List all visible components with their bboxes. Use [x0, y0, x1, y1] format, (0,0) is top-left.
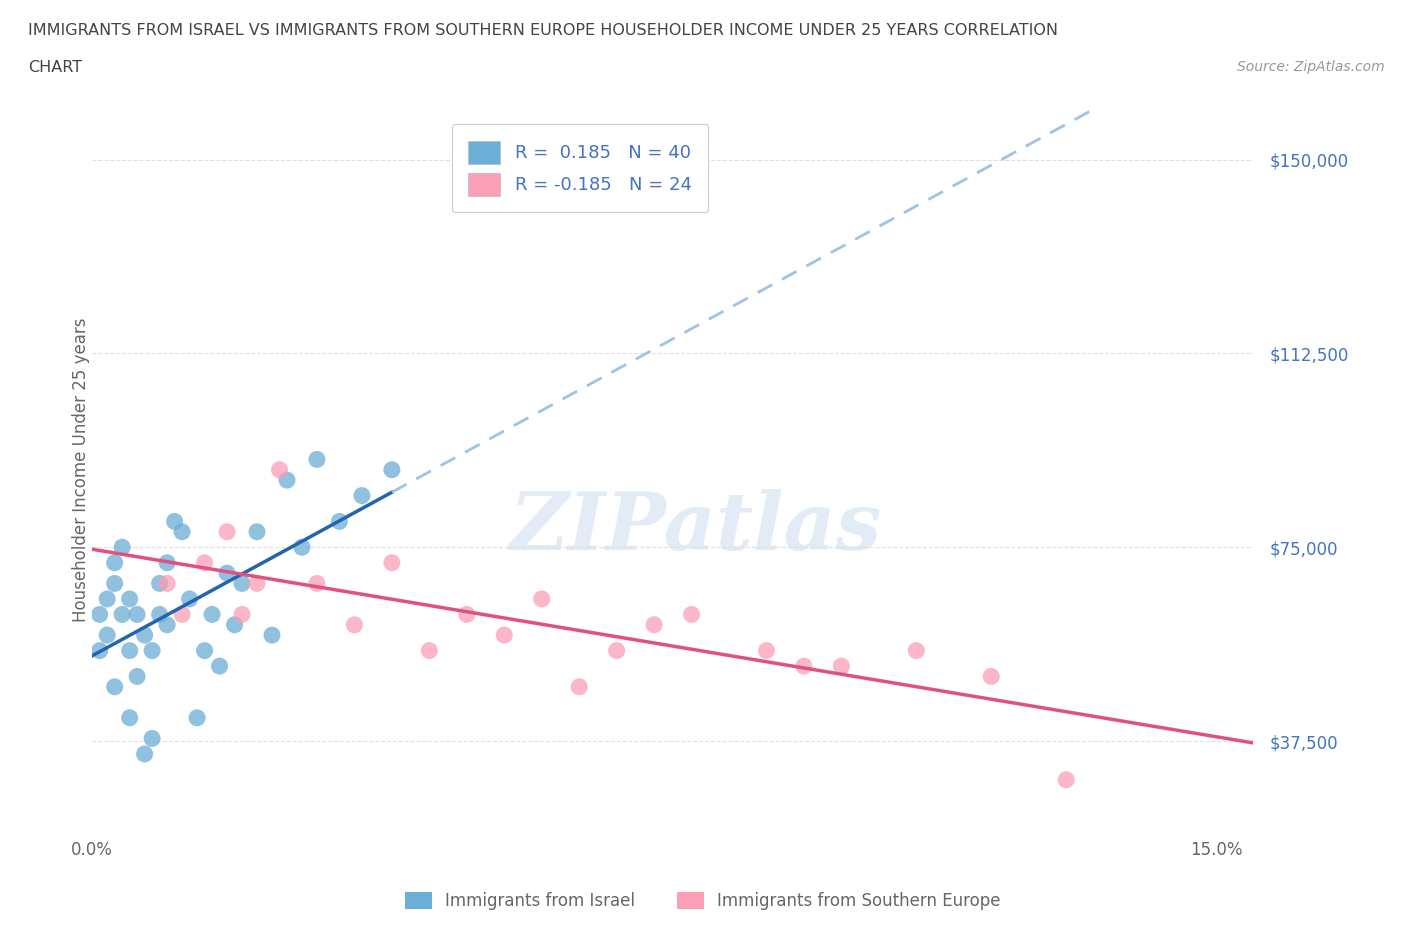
Point [606, 644, 628, 658]
Point [905, 644, 928, 658]
Point [172, 607, 194, 622]
Point [208, 658, 231, 673]
Point [305, 452, 328, 467]
Point [179, 591, 201, 606]
Point [127, 607, 149, 622]
Legend: R =  0.185   N = 40, R = -0.185   N = 24: R = 0.185 N = 40, R = -0.185 N = 24 [451, 125, 709, 212]
Point [127, 669, 149, 684]
Point [141, 731, 163, 746]
Point [343, 618, 366, 632]
Text: ZIPatlas: ZIPatlas [510, 489, 882, 566]
Point [215, 525, 238, 539]
Text: CHART: CHART [28, 60, 82, 75]
Point [276, 472, 298, 487]
Point [456, 607, 478, 622]
Point [156, 576, 179, 591]
Point [156, 618, 179, 632]
Point [530, 591, 553, 606]
Point [350, 488, 373, 503]
Point [141, 644, 163, 658]
Point [104, 576, 127, 591]
Point [1054, 772, 1077, 787]
Point [793, 658, 815, 673]
Point [328, 514, 350, 529]
Point [269, 462, 291, 477]
Point [755, 644, 778, 658]
Point [260, 628, 283, 643]
Point [96, 628, 118, 643]
Point [291, 539, 314, 554]
Point [381, 462, 404, 477]
Y-axis label: Householder Income Under 25 years: Householder Income Under 25 years [72, 317, 90, 622]
Point [305, 576, 328, 591]
Point [980, 669, 1002, 684]
Point [89, 607, 111, 622]
Point [830, 658, 852, 673]
Point [156, 555, 179, 570]
Point [193, 644, 215, 658]
Point [186, 711, 208, 725]
Point [111, 607, 134, 622]
Point [231, 576, 253, 591]
Point [89, 644, 111, 658]
Text: Source: ZipAtlas.com: Source: ZipAtlas.com [1237, 60, 1385, 74]
Point [215, 565, 238, 580]
Point [134, 747, 156, 762]
Point [149, 576, 172, 591]
Point [149, 607, 172, 622]
Point [134, 628, 156, 643]
Point [643, 618, 665, 632]
Legend: Immigrants from Israel, Immigrants from Southern Europe: Immigrants from Israel, Immigrants from … [399, 885, 1007, 917]
Point [193, 555, 215, 570]
Text: IMMIGRANTS FROM ISRAEL VS IMMIGRANTS FROM SOUTHERN EUROPE HOUSEHOLDER INCOME UND: IMMIGRANTS FROM ISRAEL VS IMMIGRANTS FRO… [28, 23, 1059, 38]
Point [118, 644, 141, 658]
Point [246, 525, 269, 539]
Point [224, 618, 246, 632]
Point [494, 628, 516, 643]
Point [246, 576, 269, 591]
Point [568, 679, 591, 694]
Point [96, 591, 118, 606]
Point [381, 555, 404, 570]
Point [681, 607, 703, 622]
Point [201, 607, 224, 622]
Point [118, 711, 141, 725]
Point [104, 555, 127, 570]
Point [418, 644, 440, 658]
Point [118, 591, 141, 606]
Point [111, 539, 134, 554]
Point [231, 607, 253, 622]
Point [104, 679, 127, 694]
Point [172, 525, 194, 539]
Point [163, 514, 186, 529]
